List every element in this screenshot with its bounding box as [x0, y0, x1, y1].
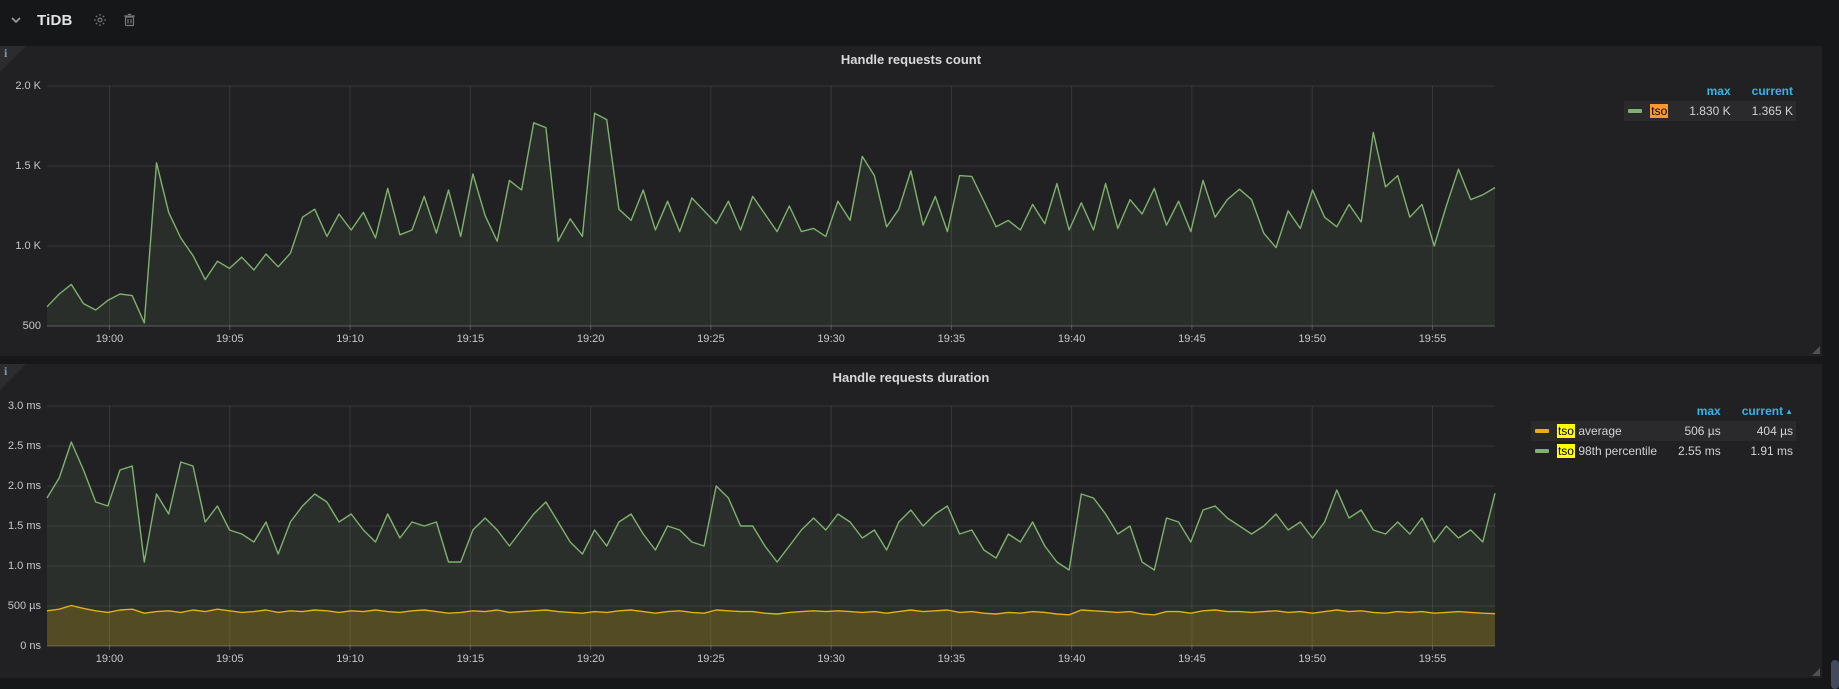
series-area-tso-98th-percentile — [47, 442, 1495, 646]
x-tick-label: 19:15 — [456, 333, 485, 345]
x-tick-label: 19:00 — [95, 653, 124, 665]
series-color-swatch — [1534, 449, 1549, 453]
dashboard-row-header: TiDB — [0, 0, 1839, 40]
x-tick-label: 19:55 — [1418, 333, 1447, 345]
series-name-text: average — [1574, 424, 1622, 438]
panel-info-corner — [0, 364, 26, 390]
sort-asc-icon: ▲ — [1785, 407, 1793, 416]
y-tick-label: 1.5 ms — [7, 520, 41, 532]
legend-current-value: 404 µs — [1756, 424, 1793, 438]
find-highlight: tso — [1556, 424, 1575, 438]
legend-series-name[interactable]: tso 98th percentile — [1531, 441, 1660, 461]
find-highlight: tso — [1556, 444, 1575, 458]
y-tick-label: 2.0 ms — [7, 480, 41, 492]
x-tick-label: 19:35 — [937, 653, 966, 665]
y-tick-label: 1.0 K — [15, 240, 41, 252]
scrollbar-thumb[interactable] — [1831, 660, 1839, 689]
panel-title[interactable]: Handle requests count — [840, 52, 982, 67]
legend-max-value: 2.55 ms — [1678, 444, 1721, 458]
series-color-swatch — [1628, 109, 1643, 113]
panel-title[interactable]: Handle requests duration — [832, 370, 990, 385]
y-tick-label: 500 µs — [7, 600, 41, 612]
find-highlight: tso — [1650, 104, 1669, 118]
chart-plot-area[interactable]: 19:00 19:05 19:10 19:15 19:20 19:25 19:30 19:35… — [15, 80, 1496, 345]
panel-info-corner — [0, 46, 26, 72]
chevron-down-icon[interactable] — [9, 13, 23, 27]
x-tick-label: 19:40 — [1057, 653, 1086, 665]
x-tick-label: 19:10 — [336, 653, 364, 665]
chart-svg — [46, 85, 1496, 330]
legend-column-current[interactable]: current — [1751, 84, 1793, 98]
y-tick-label: 1.5 K — [15, 160, 41, 172]
legend-max-value: 1.830 K — [1689, 104, 1731, 118]
series-name-text: 98th percentile — [1574, 444, 1658, 458]
legend-row: tso 1.830 K 1.365 K — [1624, 101, 1796, 121]
x-tick-label: 19:10 — [336, 333, 364, 345]
series-area-tso — [47, 113, 1495, 326]
series-area-tso-average — [47, 605, 1495, 646]
legend-column-max[interactable]: max — [1696, 404, 1721, 418]
x-tick-label: 19:35 — [937, 333, 966, 345]
trash-icon[interactable] — [123, 13, 136, 27]
series-line-tso — [46, 112, 1496, 324]
x-tick-label: 19:30 — [817, 333, 845, 345]
panel-handle-requests-duration: i Handle requests duration 19:00 19:05 19:… — [0, 364, 1822, 678]
panel-handle-requests-count: i Handle requests count 19:00 19:05 19:10 1… — [0, 46, 1822, 356]
legend-max-value: 506 µs — [1684, 424, 1721, 438]
chart-plot-area[interactable]: 19:00 19:05 19:10 19:15 19:20 19:25 19:30 19:35… — [8, 400, 1496, 665]
x-tick-label: 19:25 — [697, 333, 725, 345]
series-color-swatch — [1534, 429, 1549, 433]
row-title[interactable]: TiDB — [37, 11, 73, 29]
y-tick-label: 3.0 ms — [7, 400, 41, 412]
y-tick-label: 0 ns — [20, 640, 41, 652]
x-tick-label: 19:05 — [216, 333, 244, 345]
y-tick-label: 1.0 ms — [7, 560, 41, 572]
legend-column-max[interactable]: max — [1706, 84, 1731, 98]
panel-resize-handle[interactable] — [1812, 346, 1820, 354]
legend-series-name[interactable]: tso — [1624, 101, 1671, 121]
legend-table: max current ▲ tso average 506 µs 404 µs tso 98… — [1530, 402, 1796, 461]
legend-current-value: 1.365 K — [1751, 104, 1793, 118]
series-line-tso-98th-percentile — [46, 441, 1496, 571]
x-tick-label: 19:20 — [576, 653, 605, 665]
x-tick-label: 19:25 — [697, 653, 725, 665]
x-tick-label: 19:50 — [1298, 653, 1326, 665]
panel-resize-handle[interactable] — [1812, 668, 1820, 676]
legend-series-name[interactable]: tso average — [1531, 421, 1660, 441]
chart-svg — [46, 405, 1496, 650]
series-line-tso-average — [46, 604, 1496, 616]
x-tick-label: 19:45 — [1178, 653, 1206, 665]
info-icon[interactable]: i — [4, 46, 8, 60]
x-tick-label: 19:15 — [456, 653, 485, 665]
y-tick-label: 500 — [22, 320, 41, 332]
y-tick-label: 2.0 K — [15, 80, 41, 92]
x-tick-label: 19:50 — [1298, 333, 1326, 345]
x-tick-label: 19:05 — [216, 653, 244, 665]
legend-current-value: 1.91 ms — [1750, 444, 1793, 458]
x-tick-label: 19:40 — [1057, 333, 1086, 345]
legend-row: tso average 506 µs 404 µs — [1530, 421, 1796, 441]
legend-table: max current tso 1.830 K 1.365 K — [1624, 82, 1796, 121]
x-tick-label: 19:20 — [576, 333, 605, 345]
gear-icon[interactable] — [93, 13, 107, 27]
y-tick-label: 2.5 ms — [7, 440, 41, 452]
legend-column-current[interactable]: current ▲ — [1741, 404, 1793, 418]
legend-row: tso 98th percentile 2.55 ms 1.91 ms — [1531, 441, 1796, 461]
x-tick-label: 19:30 — [817, 653, 845, 665]
x-tick-label: 19:45 — [1178, 333, 1206, 345]
info-icon[interactable]: i — [4, 364, 8, 378]
x-tick-label: 19:55 — [1418, 653, 1447, 665]
x-tick-label: 19:00 — [95, 333, 124, 345]
